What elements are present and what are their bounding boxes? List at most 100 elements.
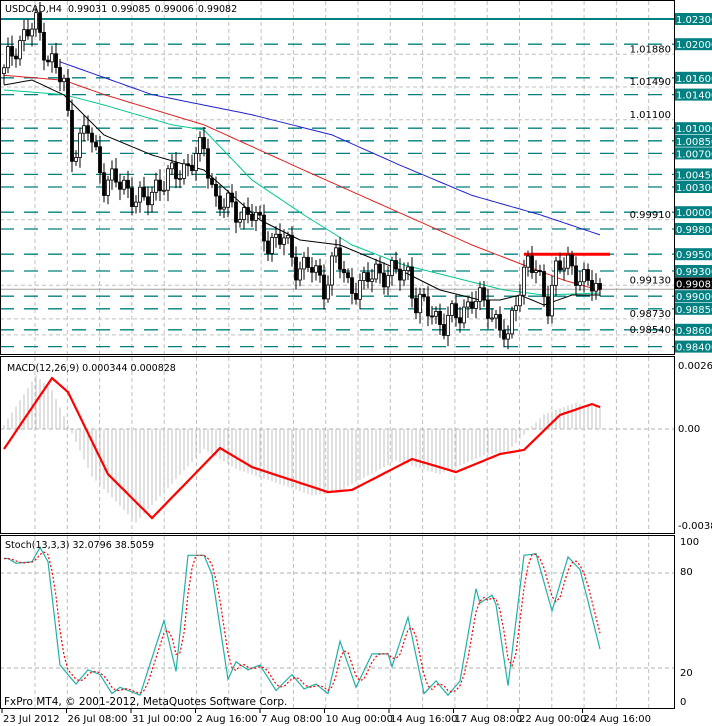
- time-label: 31 Jul 00:00: [132, 714, 192, 725]
- candle-body: [526, 255, 530, 268]
- macd-axis-max: 0.00265: [678, 361, 712, 372]
- grid-price-label: 1.01100: [630, 110, 671, 121]
- candle-body: [286, 235, 290, 239]
- level-label-bg: [675, 248, 712, 261]
- macd-panel-frame: [0, 356, 675, 534]
- candle-body: [106, 179, 110, 196]
- candle-body: [54, 53, 58, 68]
- time-label: 14 Aug 16:00: [390, 714, 457, 725]
- time-label: 23 Jul 2012: [3, 714, 60, 725]
- candle-body: [310, 267, 314, 273]
- candle-body: [118, 181, 122, 190]
- candle-body: [102, 172, 106, 196]
- level-label-bg: [675, 223, 712, 235]
- stoch-label: Stoch(13,3,3) 32.0796 38.5059: [5, 540, 154, 551]
- candle-body: [598, 283, 602, 290]
- macd-label: MACD(12,26,9) 0.000344 0.000828: [7, 363, 176, 374]
- candle-body: [166, 168, 170, 191]
- ma-black-line: [3, 79, 600, 306]
- candle-body: [126, 179, 130, 189]
- current-price-bg: [675, 277, 712, 290]
- candle-body: [370, 278, 374, 282]
- candle-body: [198, 137, 202, 154]
- candle-body: [178, 178, 182, 180]
- candle-body: [490, 317, 494, 320]
- candle-body: [242, 207, 246, 221]
- copyright-text: FxPro MT4, © 2001-2012, MetaQuotes Softw…: [4, 696, 287, 708]
- candle-body: [246, 207, 250, 215]
- candle-body: [442, 324, 446, 336]
- candle-body: [22, 29, 26, 42]
- candle-body: [274, 233, 278, 238]
- candle-body: [186, 163, 190, 166]
- candle-body: [18, 40, 22, 60]
- candle-body: [238, 219, 242, 223]
- candle-body: [378, 263, 382, 274]
- candle-body: [10, 46, 14, 57]
- macd-panel[interactable]: MACD(12,26,9) 0.000344 0.000828 0.00265 …: [0, 361, 712, 532]
- price-panel[interactable]: USDCAD,H4 0.99031 0.99085 0.99006 0.99082 1.…: [0, 2, 712, 354]
- candle-body: [46, 59, 50, 63]
- level-label-bg: [675, 206, 712, 219]
- candle-body: [122, 179, 126, 190]
- candle-body: [210, 177, 214, 185]
- candle-body: [550, 284, 554, 317]
- level-label: 1.01000: [676, 124, 712, 135]
- candle-body: [14, 55, 18, 60]
- candle-body: [594, 283, 598, 292]
- candle-body: [426, 296, 430, 317]
- level-label: 1.00850: [676, 137, 712, 148]
- candle-body: [58, 67, 62, 83]
- candle-body: [554, 260, 558, 286]
- candle-body: [30, 28, 34, 37]
- candle-body: [418, 293, 422, 314]
- candle-body: [358, 280, 362, 300]
- candle-body: [562, 267, 566, 271]
- candle-body: [342, 268, 346, 274]
- candle-body: [146, 196, 150, 206]
- candle-body: [174, 162, 178, 180]
- candle-body: [322, 274, 326, 300]
- horizontal-levels[interactable]: [0, 18, 674, 348]
- candle-body: [390, 260, 394, 276]
- candle-body: [590, 280, 594, 292]
- candle-body: [194, 153, 198, 172]
- candle-body: [234, 201, 238, 223]
- candle-body: [406, 266, 410, 271]
- candle-body: [226, 192, 230, 208]
- level-label-bg: [675, 147, 712, 160]
- level-label: 1.02000: [676, 40, 712, 51]
- candle-body: [350, 277, 354, 294]
- candle-body: [74, 157, 78, 162]
- ma-blue-line: [59, 61, 601, 236]
- time-label: 26 Jul 08:00: [68, 714, 128, 725]
- chart-title: USDCAD,H4 0.99031 0.99085 0.99006 0.99082: [5, 4, 237, 15]
- level-label-bg: [675, 302, 712, 315]
- time-label: 24 Aug 16:00: [584, 714, 651, 725]
- stoch-axis-20: 20: [680, 668, 693, 679]
- macd-axis-zero: 0.00: [678, 424, 700, 435]
- level-label-bg: [675, 290, 712, 303]
- stoch-main-line: [4, 546, 601, 697]
- candle-body: [502, 329, 506, 340]
- candle-body: [566, 254, 570, 269]
- candle-body: [282, 237, 286, 245]
- candle-body: [334, 247, 338, 257]
- candle-body: [150, 191, 154, 206]
- candle-body: [266, 240, 270, 254]
- candle-body: [190, 164, 194, 172]
- candle-body: [586, 269, 590, 281]
- candle-body: [262, 214, 266, 242]
- candle-body: [222, 206, 226, 210]
- candle-body: [538, 270, 542, 272]
- moving-averages: [3, 61, 601, 306]
- macd-signal-line: [3, 376, 601, 520]
- stoch-axis-0: 0: [680, 697, 686, 708]
- stochastic-panel[interactable]: Stoch(13,3,3) 32.0796 38.5059 100 80 20 …: [0, 537, 699, 708]
- candle-body: [430, 315, 434, 318]
